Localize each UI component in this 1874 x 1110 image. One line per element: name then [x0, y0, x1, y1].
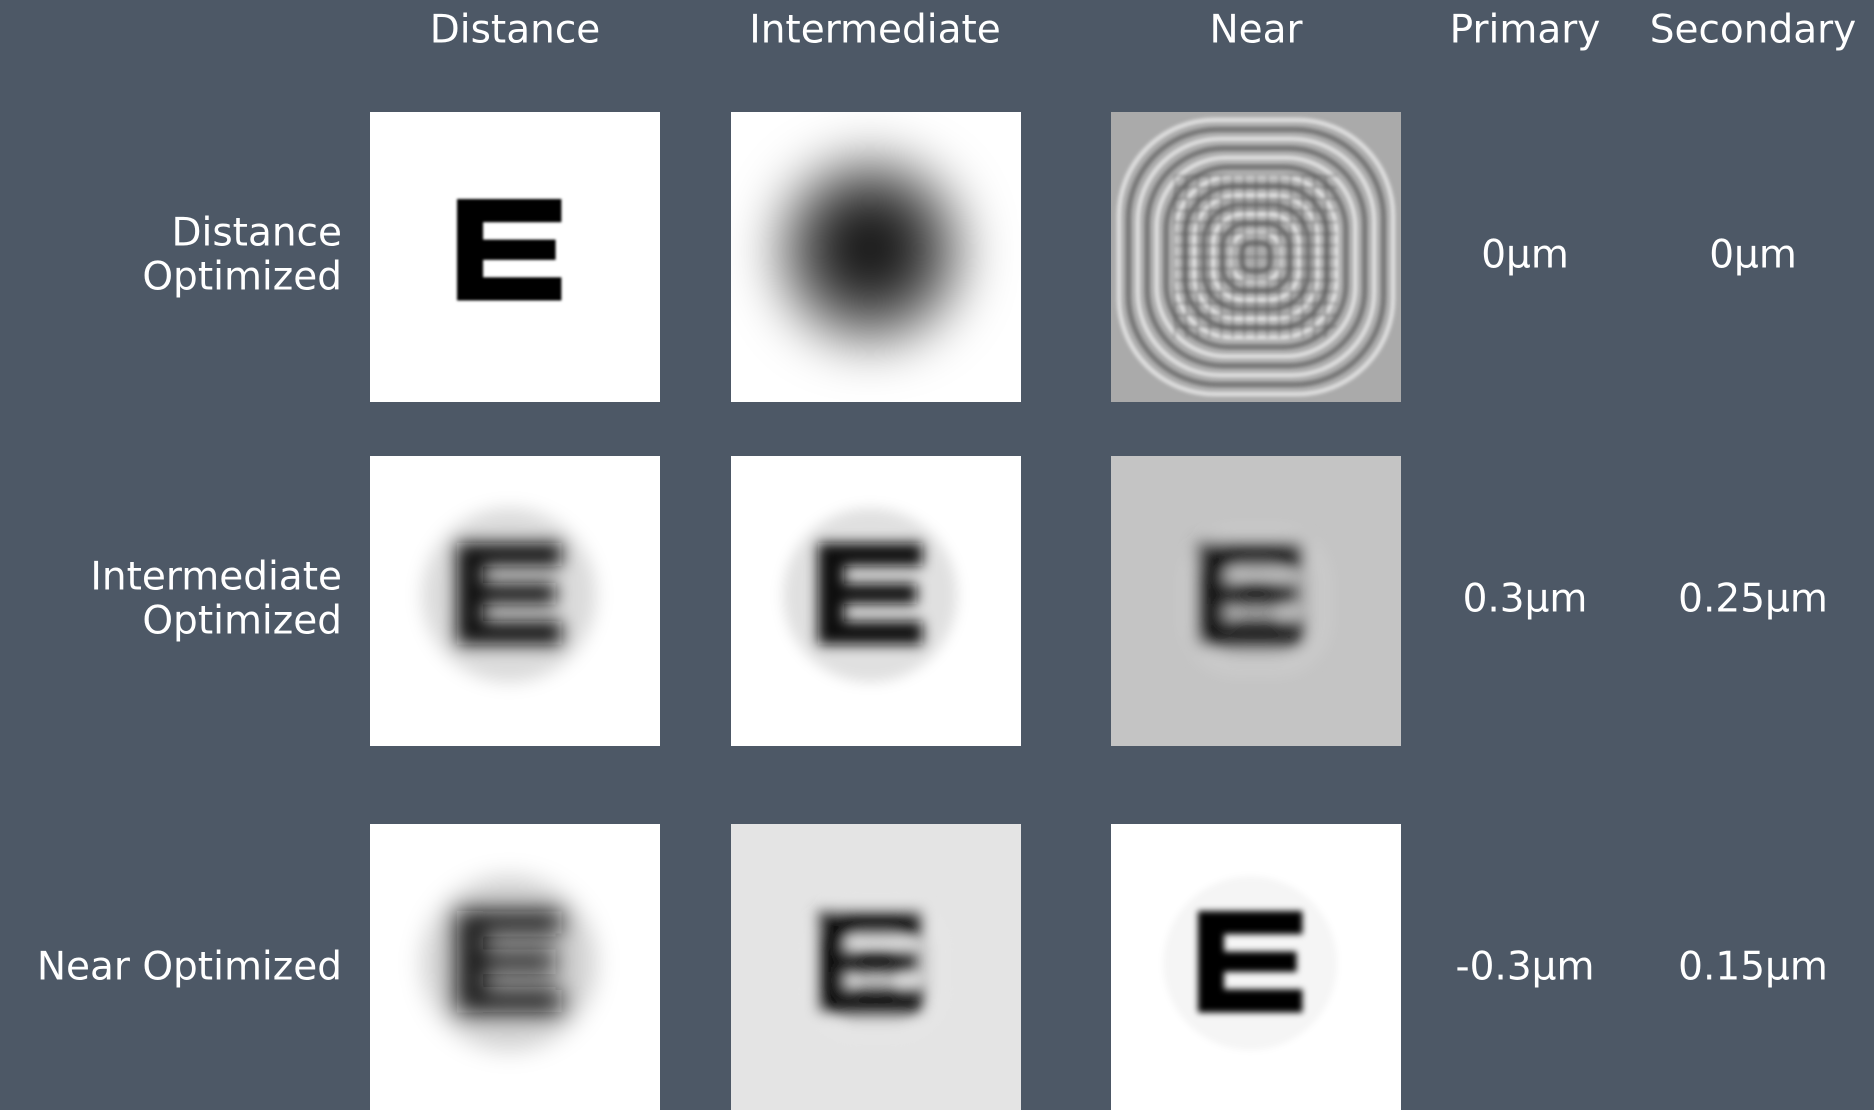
letter-e-stroke — [457, 989, 562, 1013]
simulated-image — [370, 112, 660, 402]
column-header: Secondary — [1650, 8, 1857, 53]
letter-e-stroke — [818, 989, 923, 1013]
image-content — [422, 508, 597, 683]
simulated-image — [1111, 456, 1401, 746]
row-label: Near Optimized — [37, 945, 342, 990]
blob-core — [818, 196, 923, 301]
column-header: Distance — [430, 8, 601, 53]
image-content — [1163, 876, 1338, 1051]
letter-e-stroke — [1198, 989, 1303, 1013]
simulated-image — [731, 112, 1021, 402]
letter-e-stroke — [1198, 951, 1297, 972]
ring — [1163, 164, 1349, 350]
letter-e-stroke — [457, 277, 562, 301]
letter-e-stroke — [818, 911, 923, 935]
letter-e-stroke — [457, 199, 562, 223]
simulated-image — [370, 456, 660, 746]
ring — [1144, 145, 1368, 369]
letter-e-stroke — [818, 951, 917, 972]
letter-e-stroke — [1198, 543, 1303, 567]
letter-e-stroke — [1198, 621, 1303, 645]
ring — [1185, 530, 1327, 672]
image-content — [457, 199, 562, 301]
image-content — [783, 508, 958, 683]
image-content — [777, 158, 963, 344]
row-label: Intermediate — [90, 555, 342, 600]
letter-e-stroke — [818, 583, 917, 604]
simulated-image — [1111, 112, 1401, 402]
image-content — [422, 876, 597, 1051]
letter-e-stroke — [1198, 911, 1303, 935]
simulated-image — [370, 824, 660, 1110]
letter-e-stroke — [457, 911, 562, 935]
row-label: Optimized — [142, 599, 342, 644]
letter-e-stroke — [457, 951, 556, 972]
ring — [805, 898, 947, 1040]
ring — [1135, 136, 1377, 378]
image-content — [805, 898, 947, 1040]
row-label: Optimized — [142, 255, 342, 300]
letter-e-stroke — [457, 621, 562, 645]
column-header: Intermediate — [749, 8, 1001, 53]
ring — [1116, 117, 1396, 397]
ring — [1154, 155, 1358, 359]
primary-value: 0.3μm — [1463, 577, 1588, 622]
column-header: Primary — [1450, 8, 1601, 53]
row-label: Distance — [171, 211, 342, 256]
secondary-value: 0.25μm — [1678, 577, 1828, 622]
simulated-image — [731, 824, 1021, 1110]
letter-e-stroke — [818, 621, 923, 645]
ring — [1126, 127, 1386, 387]
letter-e-stroke — [457, 543, 562, 567]
column-header: Near — [1209, 8, 1303, 53]
simulated-image — [731, 456, 1021, 746]
image-content — [1116, 117, 1396, 397]
letter-e-stroke — [1198, 583, 1297, 604]
secondary-value: 0μm — [1709, 233, 1797, 278]
primary-value: -0.3μm — [1456, 945, 1595, 990]
image-content — [1185, 530, 1327, 672]
secondary-value: 0.15μm — [1678, 945, 1828, 990]
primary-value: 0μm — [1481, 233, 1569, 278]
letter-e-stroke — [457, 583, 556, 604]
simulated-image — [1111, 824, 1401, 1110]
letter-e-stroke — [457, 239, 556, 260]
letter-e-stroke — [818, 543, 923, 567]
